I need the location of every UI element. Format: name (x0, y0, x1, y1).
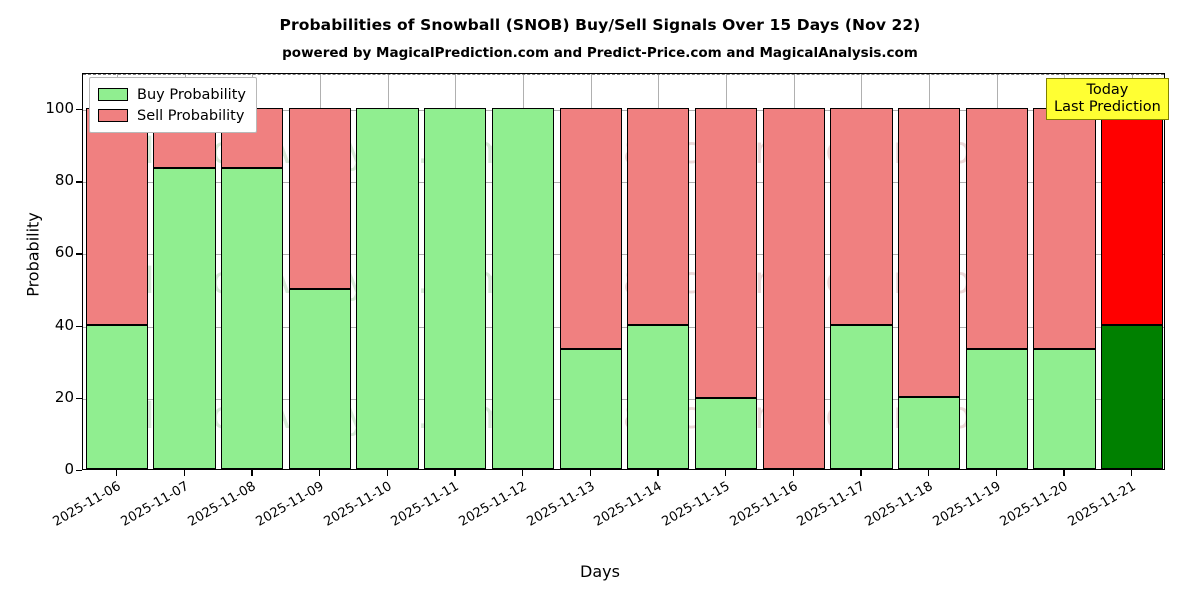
bar-segment-buy[interactable] (627, 324, 690, 469)
x-axis-tick-mark (725, 470, 727, 476)
gridline-horizontal (83, 182, 1164, 184)
x-axis-tick-mark (928, 470, 930, 476)
bar-segment-sell[interactable] (559, 108, 622, 349)
bar-stack[interactable] (356, 74, 419, 469)
bar-stack[interactable] (491, 74, 555, 469)
bar-segment-buy[interactable] (965, 348, 1028, 469)
gridline-horizontal (83, 326, 1164, 328)
bar-segment-sell[interactable] (897, 108, 961, 397)
bar-segment-sell[interactable] (627, 108, 690, 325)
bar-stack[interactable] (1033, 74, 1096, 469)
today-annotation-line-2: Last Prediction (1054, 98, 1161, 115)
x-axis-tick-mark (251, 470, 253, 476)
y-axis-label: Probability (23, 212, 43, 297)
bar-segment-sell[interactable] (288, 108, 352, 289)
bar-stack[interactable] (965, 74, 1028, 469)
bar-segment-buy[interactable] (153, 168, 216, 469)
bar-segment-buy[interactable] (1033, 348, 1096, 469)
threshold-line (83, 74, 1164, 75)
y-axis-tick-label: 100 (45, 99, 74, 118)
x-axis-tick-mark (792, 470, 795, 476)
legend-label-buy: Buy Probability (137, 86, 246, 103)
bar-segment-buy[interactable] (356, 108, 419, 469)
bar-stack[interactable] (288, 74, 352, 469)
y-axis-tick-mark (76, 253, 82, 255)
bar-stack[interactable] (153, 74, 216, 469)
legend-swatch-sell (98, 109, 128, 122)
bar-segment-buy[interactable] (559, 348, 622, 469)
bar-segment-sell[interactable] (965, 108, 1028, 349)
gridline-horizontal (83, 110, 1164, 112)
bar-segment-buy[interactable] (830, 324, 893, 469)
bar-stack[interactable] (694, 74, 758, 469)
bar-segment-buy[interactable] (288, 288, 352, 469)
legend-item-sell[interactable]: Sell Probability (98, 105, 246, 126)
bar-segment-buy[interactable] (424, 108, 487, 469)
bar-segment-buy[interactable] (897, 396, 961, 469)
x-axis-tick-mark (657, 470, 659, 476)
bar-stack[interactable] (627, 74, 690, 469)
bar-stack[interactable] (830, 74, 893, 469)
legend-swatch-buy (98, 88, 128, 101)
bar-segment-sell[interactable] (830, 108, 893, 325)
x-axis-label: Days (580, 562, 620, 581)
y-axis-tick-mark (76, 109, 82, 111)
gridline-horizontal (83, 398, 1164, 400)
page-title: Probabilities of Snowball (SNOB) Buy/Sel… (279, 16, 921, 34)
bar-segment-buy[interactable] (1101, 324, 1164, 469)
legend-label-sell: Sell Probability (137, 107, 245, 124)
x-axis-tick-mark (860, 470, 862, 476)
bar-segment-sell[interactable] (762, 108, 825, 469)
bar-stack[interactable] (424, 74, 487, 469)
x-axis-tick-mark (1063, 470, 1065, 476)
x-axis-tick-mark (318, 470, 321, 476)
y-axis-tick-label: 60 (54, 243, 74, 262)
today-annotation-line-1: Today (1086, 82, 1129, 98)
y-axis-tick-label: 40 (54, 315, 74, 334)
bar-segment-buy[interactable] (221, 168, 284, 469)
y-axis-tick-mark (76, 470, 82, 472)
bar-segment-sell[interactable] (85, 108, 148, 325)
bar-stack[interactable] (762, 74, 825, 469)
bar-stack[interactable] (897, 74, 961, 469)
x-axis-tick-mark (589, 470, 591, 476)
x-axis-tick-mark (995, 470, 998, 476)
bar-today[interactable] (1101, 74, 1164, 469)
x-axis-tick-mark (183, 470, 185, 476)
bar-segment-sell[interactable] (694, 108, 758, 398)
x-axis-tick-mark (454, 470, 456, 476)
bar-segment-sell[interactable] (1033, 108, 1096, 349)
bar-segment-buy[interactable] (694, 397, 758, 469)
y-axis-tick-mark (76, 325, 82, 327)
y-axis-tick-mark (76, 181, 82, 183)
chart-legend: Buy Probability Sell Probability (89, 77, 257, 133)
y-axis-tick-mark (76, 397, 82, 400)
legend-item-buy[interactable]: Buy Probability (98, 84, 246, 105)
y-axis-tick-label: 80 (54, 171, 74, 190)
today-annotation: Today Last Prediction (1046, 78, 1169, 121)
chart-subtitle: powered by MagicalPrediction.com and Pre… (282, 45, 918, 61)
bar-segment-buy[interactable] (85, 324, 148, 469)
y-axis-tick-label: 0 (64, 460, 74, 478)
bar-segment-sell[interactable] (1101, 108, 1164, 325)
x-axis-tick-mark (521, 470, 524, 476)
x-axis-tick-mark (1131, 470, 1133, 476)
bar-segment-buy[interactable] (491, 108, 555, 469)
x-axis-tick-mark (386, 470, 388, 476)
bar-stack[interactable] (559, 74, 622, 469)
bar-stack[interactable] (85, 74, 148, 469)
y-axis-tick-label: 20 (54, 387, 74, 406)
gridline-horizontal (83, 254, 1164, 256)
x-axis-tick-mark (115, 470, 118, 476)
